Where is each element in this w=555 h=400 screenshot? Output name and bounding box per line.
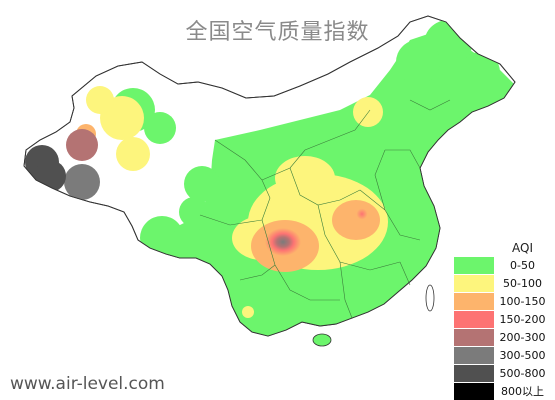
legend-swatch <box>454 364 494 382</box>
legend-swatch <box>454 310 494 328</box>
province-boundaries <box>199 99 451 319</box>
aqi-blob-xinjiang-yellow-2 <box>116 137 150 171</box>
site-watermark: www.air-level.com <box>10 374 165 394</box>
legend-item: 150-200 <box>454 310 551 328</box>
legend-item: 300-500 <box>454 346 551 364</box>
aqi-blob-northeast-2 <box>396 40 440 84</box>
aqi-blob-guangxi-yellow <box>242 306 254 318</box>
legend-item: 50-100 <box>454 274 551 292</box>
aqi-blob-north-yellow <box>353 97 383 127</box>
aqi-blob-northeast-yellow <box>474 110 502 138</box>
legend-swatch <box>454 274 494 292</box>
aqi-blob-west-300-500 <box>64 164 100 200</box>
legend-item: 800以上 <box>454 382 551 400</box>
aqi-blob-tibet <box>168 226 208 266</box>
aqi-hotspot-wuhan <box>352 204 372 224</box>
aqi-legend: AQI 0-50 50-100 100-150 150-200 200-300 300-5… <box>454 240 551 400</box>
legend-label: 0-50 <box>510 258 535 272</box>
legend-label: 300-500 <box>499 348 546 362</box>
legend-label: 500-800 <box>499 366 546 380</box>
aqi-blob-west-4 <box>179 197 209 227</box>
aqi-blob-west-3 <box>184 166 220 202</box>
aqi-blob-xinjiang-yellow-3 <box>86 86 114 114</box>
legend-label: 150-200 <box>499 312 546 326</box>
aqi-blob-west-200-300 <box>66 129 98 161</box>
legend-label: 800以上 <box>501 385 544 398</box>
island-hainan <box>312 333 332 347</box>
legend-swatch <box>454 328 494 346</box>
aqi-hotspot-sichuan <box>265 228 301 256</box>
legend-items: 0-50 50-100 100-150 150-200 200-300 300-500 50… <box>454 256 551 400</box>
map-title: 全国空气质量指数 <box>185 20 370 45</box>
legend-label: 200-300 <box>499 330 546 344</box>
aqi-region-north-yellow <box>275 156 335 200</box>
legend-label: 50-100 <box>503 276 542 290</box>
island-taiwan <box>425 284 435 312</box>
china-outline-top <box>23 15 516 337</box>
legend-item: 0-50 <box>454 256 551 274</box>
legend-swatch <box>454 256 494 274</box>
legend-swatch <box>454 346 494 364</box>
aqi-surface <box>25 20 515 336</box>
aqi-blob-west-2 <box>144 112 176 144</box>
aqi-blob-northeast-3 <box>460 52 500 92</box>
legend-swatch <box>454 292 494 310</box>
legend-label: 100-150 <box>499 294 546 308</box>
legend-title: AQI <box>512 241 533 255</box>
legend-swatch <box>454 382 494 400</box>
legend-item: 500-800 <box>454 364 551 382</box>
legend-item: 100-150 <box>454 292 551 310</box>
legend-item: 200-300 <box>454 328 551 346</box>
